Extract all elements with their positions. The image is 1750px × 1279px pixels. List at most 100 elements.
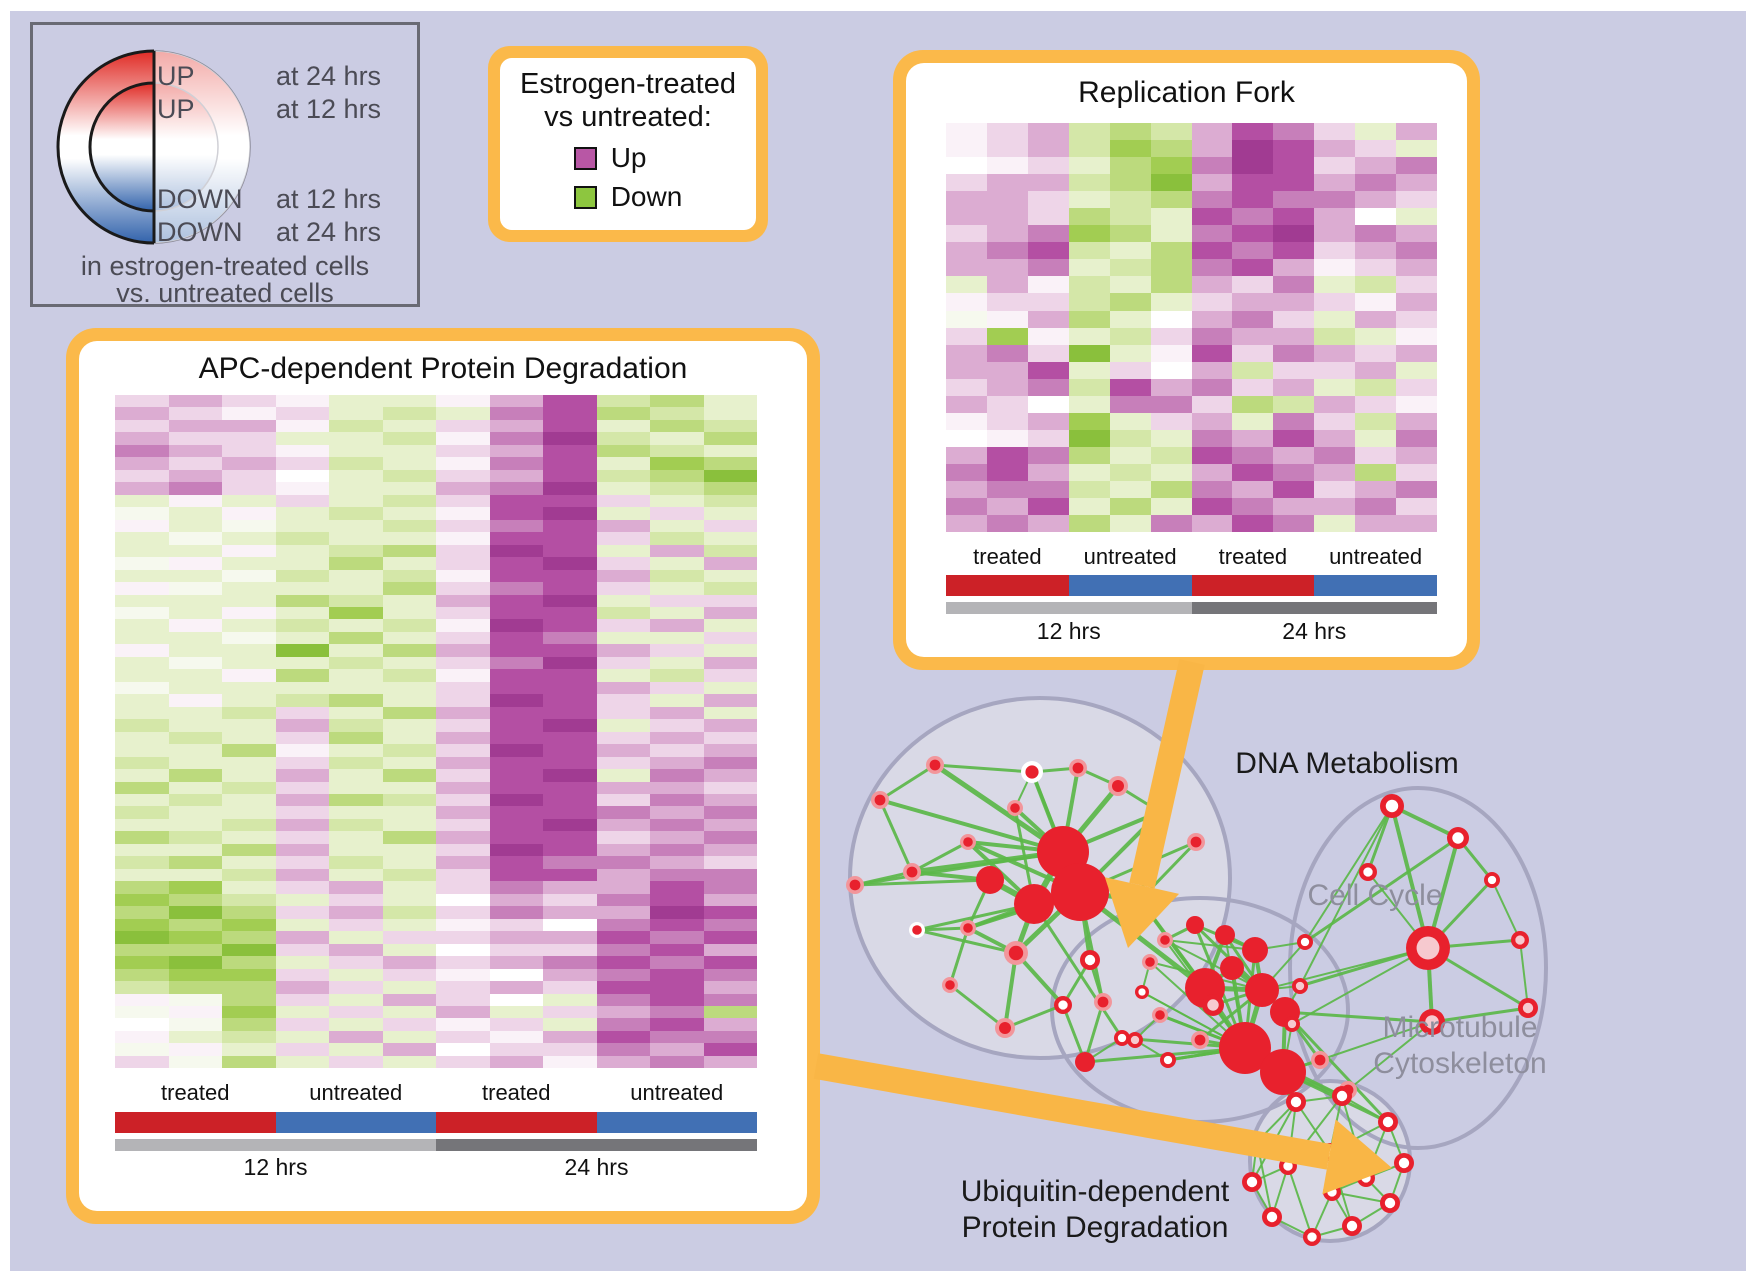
heatmap-cell [436,868,490,882]
network-edge [1164,939,1256,951]
heatmap-cell [222,606,276,620]
heatmap-row [115,694,757,707]
heatmap-cell [1068,157,1110,175]
heatmap-cell [1191,157,1233,175]
network-node-core [1290,1096,1302,1108]
heatmap-cell [986,140,1028,158]
heatmap-cell [222,794,276,807]
network-node-core [1416,936,1440,960]
up-label: Up [610,142,647,173]
heatmap-cell [1191,310,1233,328]
down-swatch-icon [573,185,597,209]
heatmap-cell [1314,480,1356,499]
heatmap-cell [168,1055,222,1069]
heatmap-cell [222,532,276,545]
heatmap-cell [1273,378,1315,396]
heatmap-cell [115,432,169,445]
heatmap-row [115,806,757,819]
heatmap-cell [1150,480,1192,499]
heatmap-cell [1068,174,1110,192]
network-edge [1390,805,1430,949]
heatmap-cell [382,893,436,907]
heatmap-cell [382,781,436,794]
heatmap-row [115,968,757,982]
cluster-label-0: DNA Metabolism [1235,746,1458,782]
heatmap-cell [946,276,987,294]
heatmap-cell [275,419,329,433]
network-node-core [1300,937,1310,947]
apc-bar-12hrs [115,1139,436,1151]
replication-fork-title: Replication Fork [1078,76,1295,109]
heatmap-cell [1396,157,1438,175]
heatmap-cell [115,594,169,607]
heatmap-cell [168,831,222,844]
heatmap-row [115,457,757,470]
heatmap-cell [489,407,543,420]
heatmap-cell [275,806,329,819]
updown-legend-title-line2: vs untreated: [544,101,712,133]
heatmap-cell [1027,446,1069,464]
heatmap-cell [489,906,543,919]
heatmap-cell [275,719,329,732]
heatmap-cell [222,644,276,657]
heatmap-cell [1355,515,1397,533]
heatmap-cell [543,457,597,470]
heatmap-cell [168,544,222,558]
heatmap-cell [650,744,704,757]
heatmap-cell [1109,463,1151,481]
heatmap-cell [436,544,490,558]
heatmap-cell [275,656,329,670]
network-edge [1164,939,1263,991]
heatmap-cell [1273,259,1315,277]
heatmap-cell [543,532,597,545]
heatmap-cell [168,656,222,670]
network-node-core [1112,780,1124,792]
network-node-core [1384,1197,1396,1209]
heatmap-cell [275,494,329,508]
heatmap-cell [275,881,329,894]
heatmap-cell [946,361,987,379]
heatmap-cell [222,968,276,982]
heatmap-cell [222,981,276,994]
heatmap-cell [115,494,169,508]
network-edge [1261,947,1429,991]
heatmap-cell [1191,225,1233,243]
heatmap-cell [222,856,276,869]
heatmap-cell [382,719,436,732]
cluster-label-1: Cell Cycle [1307,878,1442,914]
heatmap-cell [436,706,490,720]
heatmap-cell [596,918,650,932]
heatmap-cell [650,395,704,408]
heatmap-cell [115,1018,169,1031]
heatmap-cell [275,631,329,645]
legend-time-3: at 24 hrs [276,217,381,247]
heatmap-cell [329,1005,383,1019]
updown-legend-inner: Estrogen-treated vs untreated: Up Down [500,58,756,230]
heatmap-cell [1150,140,1192,158]
heatmap-cell [1232,293,1274,311]
heatmap-cell [1396,259,1438,277]
heatmap-cell [1191,242,1233,260]
heatmap-cell [1191,327,1233,345]
heatmap-cell [596,656,650,670]
heatmap-cell [596,507,650,520]
heatmap-cell [275,482,329,495]
heatmap-cell [986,344,1028,362]
heatmap-cell [222,395,276,408]
heatmap-cell [1273,344,1315,362]
heatmap-cell [436,981,490,994]
heatmap-cell [986,123,1028,141]
network-node-core [1008,945,1024,961]
heatmap-cell [986,515,1028,533]
heatmap-cell [1027,208,1069,226]
heatmap-cell [382,519,436,533]
heatmap-cell [1027,191,1069,209]
heatmap-cell [1232,276,1274,294]
heatmap-row [946,327,1438,345]
heatmap-cell [1027,310,1069,328]
heatmap-cell [115,744,169,757]
heatmap-cell [115,419,169,433]
heatmap-cell [1191,123,1233,141]
heatmap-cell [115,631,169,645]
heatmap-cell [489,444,543,458]
